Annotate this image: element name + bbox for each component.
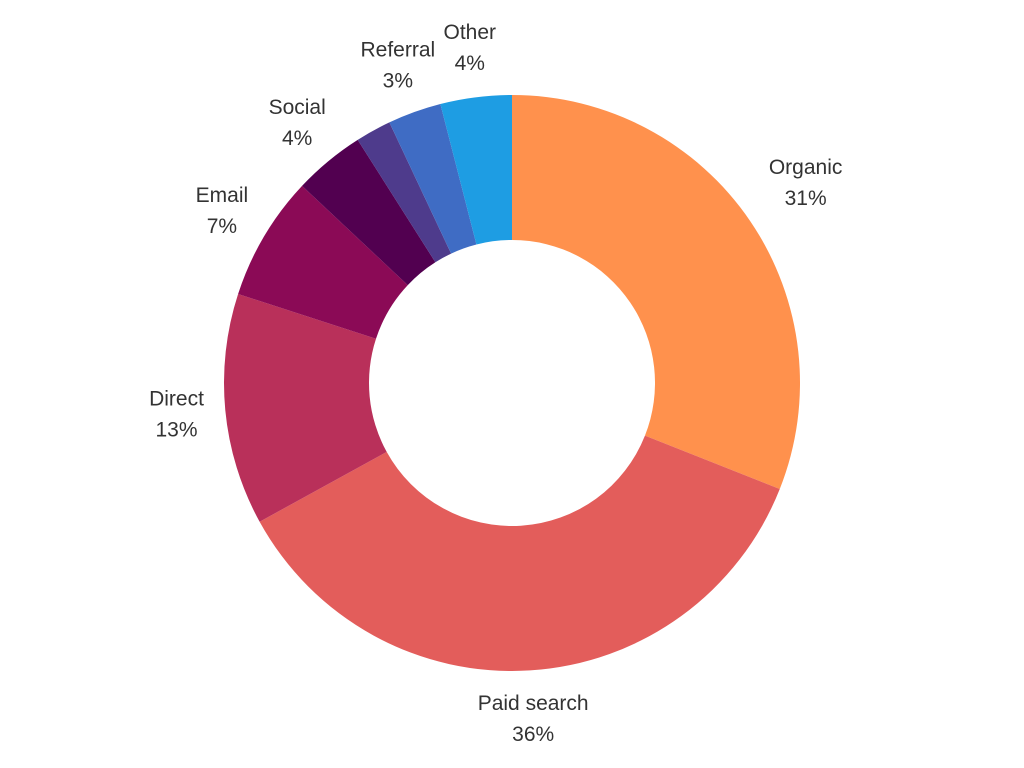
slice-label: Organic xyxy=(769,156,843,179)
slice xyxy=(389,104,477,254)
slice xyxy=(512,95,800,490)
slice xyxy=(259,435,780,671)
slice-label: Other xyxy=(443,21,496,44)
slice-value-label: 4% xyxy=(455,52,485,75)
slice-label: Email xyxy=(196,184,249,207)
slice-value-label: 13% xyxy=(155,418,197,441)
slice-value-label: 36% xyxy=(512,723,554,746)
slice xyxy=(302,139,436,286)
slice-value-label: 4% xyxy=(282,127,312,150)
slice-value-label: 3% xyxy=(383,69,413,92)
slice-value-label: 7% xyxy=(207,215,237,238)
slice-label: Referral xyxy=(360,38,435,61)
slice xyxy=(238,185,408,339)
slice xyxy=(440,95,512,245)
slice-label: Direct xyxy=(149,387,204,410)
slice-label: Paid search xyxy=(478,692,589,715)
slice xyxy=(357,122,452,263)
slice xyxy=(224,294,387,522)
slice-label: Social xyxy=(269,96,326,119)
slice-value-label: 31% xyxy=(785,187,827,210)
